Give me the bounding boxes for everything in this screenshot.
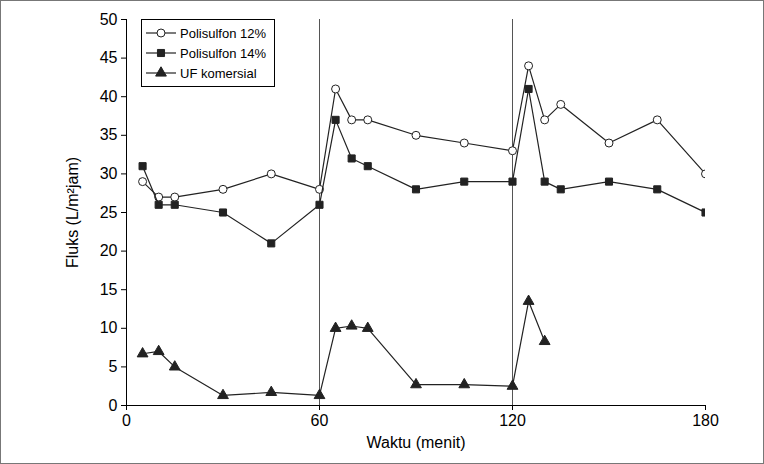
html-text:Polisulfon 12%: Polisulfon 12% [180, 25, 266, 41]
svg-text:30: 30 [100, 165, 118, 182]
svg-text:25: 25 [100, 204, 118, 221]
html-text:Polisulfon 14%: Polisulfon 14% [180, 45, 266, 61]
svg-text:50: 50 [100, 11, 118, 28]
svg-text:0: 0 [109, 397, 118, 414]
svg-text:35: 35 [100, 126, 118, 143]
svg-text:10: 10 [100, 319, 118, 336]
svg-text:15: 15 [100, 281, 118, 298]
svg-text:5: 5 [109, 358, 118, 375]
svg-text:60: 60 [311, 412, 329, 429]
html-text:UF komersial: UF komersial [180, 65, 257, 81]
svg-text:Fluks (L/m²jam): Fluks (L/m²jam) [64, 157, 81, 268]
svg-text:0: 0 [122, 412, 131, 429]
svg-text:45: 45 [100, 49, 118, 66]
svg-text:40: 40 [100, 88, 118, 105]
svg-text:Waktu (menit): Waktu (menit) [367, 434, 466, 451]
svg-text:20: 20 [100, 242, 118, 259]
svg-text:120: 120 [499, 412, 526, 429]
svg-text:180: 180 [692, 412, 719, 429]
